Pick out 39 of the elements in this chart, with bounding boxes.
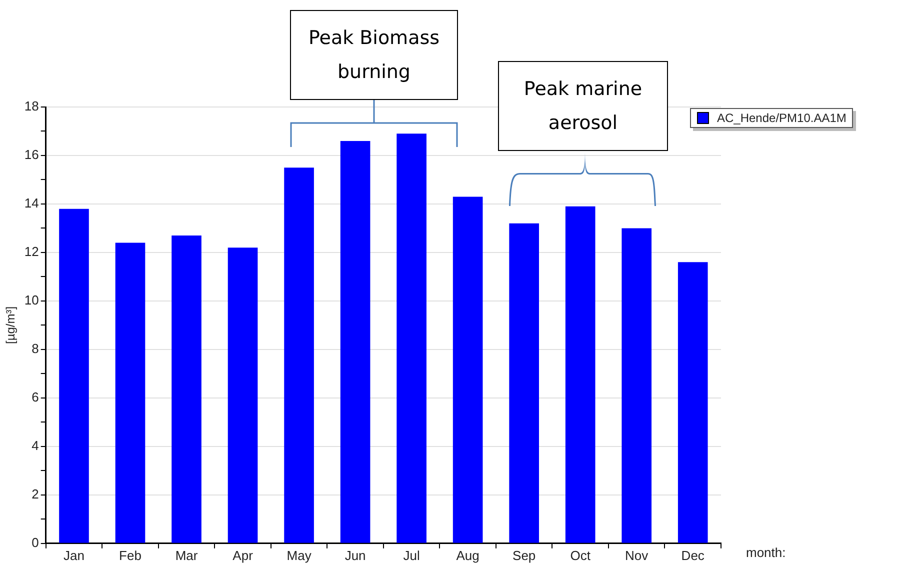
y-tick-label: 8 xyxy=(32,341,39,356)
x-tick-label: Aug xyxy=(456,548,480,563)
x-tick-label: Jul xyxy=(403,548,420,563)
y-tick-label: 14 xyxy=(24,196,39,211)
bar xyxy=(59,208,89,543)
x-tick-label: Apr xyxy=(232,548,254,563)
y-tick-label: 10 xyxy=(24,292,39,308)
bar xyxy=(565,206,596,543)
legend-label: AC_Hende/PM10.AA1M xyxy=(717,111,846,125)
y-tick-label: 6 xyxy=(32,390,39,405)
bar xyxy=(509,223,539,543)
x-tick-label: Oct xyxy=(570,548,591,563)
y-tick-label: 4 xyxy=(32,438,39,453)
text: Peak Biomass burning xyxy=(290,10,458,100)
bar xyxy=(622,228,652,543)
x-tick-label: Feb xyxy=(119,548,142,563)
x-tick-label: Dec xyxy=(681,548,705,563)
y-tick-label: 0 xyxy=(32,534,39,550)
y-tick-label: 2 xyxy=(32,486,39,502)
bar xyxy=(452,196,483,543)
x-tick-label: Jun xyxy=(344,548,366,563)
x-tick-label: Sep xyxy=(512,548,536,563)
y-axis-title: [µg/m³] xyxy=(4,306,18,344)
y-tick-label: 12 xyxy=(24,244,39,260)
bar xyxy=(396,134,426,543)
x-tick-label: Nov xyxy=(625,548,649,563)
bar xyxy=(340,140,370,543)
bar xyxy=(115,242,146,543)
x-tick-label: May xyxy=(286,548,312,563)
bar xyxy=(228,248,258,543)
x-tick-label: Jan xyxy=(64,548,84,563)
y-tick-label: 16 xyxy=(24,147,39,162)
bar xyxy=(678,262,708,543)
bar xyxy=(172,235,202,543)
annotation: Peak marine aerosol xyxy=(498,61,668,151)
x-axis-title: month: xyxy=(746,545,786,560)
bar xyxy=(284,168,314,543)
y-tick-label: 18 xyxy=(24,98,39,114)
x-tick-label: Mar xyxy=(175,548,198,563)
